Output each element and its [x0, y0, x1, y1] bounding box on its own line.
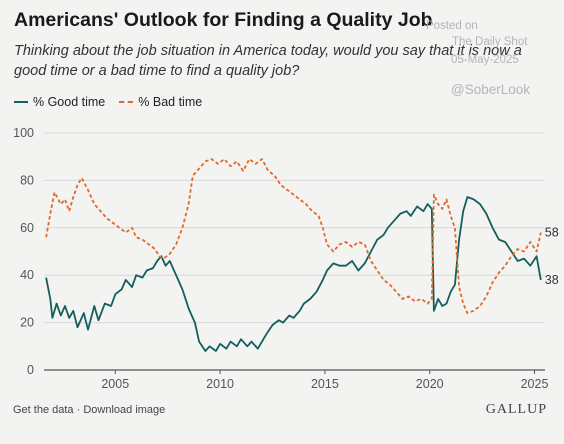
watermark-handle: @SoberLook	[451, 82, 531, 97]
watermark-source: The Daily Shot	[452, 36, 528, 48]
legend-swatch-bad-time	[119, 101, 134, 103]
y-tick-label-0: 0	[27, 363, 34, 377]
footer-separator: ·	[76, 404, 81, 416]
chart-grid	[44, 132, 545, 371]
x-axis-ticks: 2005 2010 2015 2020 2025	[101, 370, 548, 391]
series-end-labels: 38 58	[545, 226, 559, 287]
legend-label-good-time: % Good time	[33, 95, 106, 109]
series-line-bad-time[interactable]	[45, 158, 542, 314]
chart-subtitle: Thinking about the job situation in Amer…	[14, 43, 522, 79]
x-tick-label-2015: 2015	[311, 377, 339, 391]
y-axis-ticks: 0 20 40 60 80 100	[13, 126, 34, 377]
y-tick-label-100: 100	[13, 126, 34, 140]
end-label-bad-time: 58	[545, 226, 559, 240]
chart-title: Americans' Outlook for Finding a Quality…	[14, 9, 433, 31]
legend-item-bad-time[interactable]: % Bad time	[119, 95, 202, 109]
get-data-link[interactable]: Get the data	[13, 404, 74, 416]
legend-label-bad-time: % Bad time	[138, 95, 203, 109]
x-tick-label-2020: 2020	[416, 377, 444, 391]
y-tick-label-40: 40	[20, 268, 34, 282]
legend-swatch-good-time	[14, 101, 28, 103]
series-line-good-time[interactable]	[45, 196, 542, 352]
y-tick-label-80: 80	[20, 173, 34, 187]
chart-legend: % Good time % Bad time	[14, 95, 202, 109]
end-label-good-time: 38	[545, 273, 559, 287]
watermark-posted-on: Posted on	[426, 20, 478, 32]
legend-item-good-time[interactable]: % Good time	[14, 95, 105, 109]
x-tick-label-2010: 2010	[206, 377, 234, 391]
x-tick-label-2005: 2005	[101, 377, 129, 391]
y-tick-label-60: 60	[20, 221, 34, 235]
watermark-date: 05-May-2025	[451, 54, 519, 66]
y-tick-label-20: 20	[20, 316, 34, 330]
footer-links: Get the data · Download image	[13, 404, 165, 416]
download-image-link[interactable]: Download image	[83, 404, 166, 416]
gallup-logo: GALLUP	[485, 402, 547, 417]
x-tick-label-2025: 2025	[521, 377, 549, 391]
chart-lines	[45, 158, 542, 352]
